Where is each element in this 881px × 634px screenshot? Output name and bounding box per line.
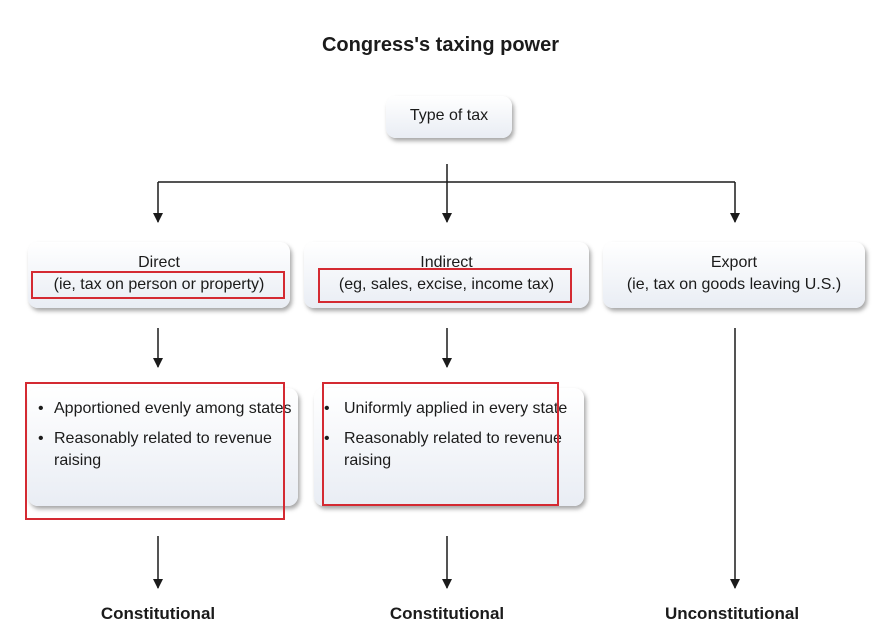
- root-node-type-of-tax: Type of tax: [386, 96, 512, 138]
- requirements-list-indirect: Uniformly applied in every state Reasona…: [314, 398, 584, 472]
- category-detail-export: (ie, tax on goods leaving U.S.): [626, 276, 842, 293]
- result-export: Unconstitutional: [664, 604, 800, 623]
- category-node-export: Export (ie, tax on goods leaving U.S.): [603, 242, 865, 308]
- highlight-indirect-requirements: [322, 382, 559, 506]
- highlight-direct-requirements: [25, 382, 285, 520]
- category-detail-direct: (ie, tax on person or property): [53, 276, 265, 293]
- requirements-node-direct: Apportioned evenly among states Reasonab…: [28, 388, 298, 506]
- requirement-item: Apportioned evenly among states: [28, 398, 298, 420]
- requirements-node-indirect: Uniformly applied in every state Reasona…: [314, 388, 584, 506]
- category-node-indirect: Indirect (eg, sales, excise, income tax): [304, 242, 589, 308]
- requirement-item: Reasonably related to revenue raising: [314, 428, 584, 472]
- result-indirect: Constitutional: [389, 604, 505, 623]
- highlight-direct-detail: [31, 271, 285, 299]
- category-name-export: Export: [710, 254, 758, 271]
- result-direct: Constitutional: [100, 604, 216, 623]
- requirement-item: Uniformly applied in every state: [314, 398, 584, 420]
- highlight-indirect-detail: [318, 268, 572, 303]
- requirements-list-direct: Apportioned evenly among states Reasonab…: [28, 398, 298, 472]
- diagram-title: Congress's taxing power: [321, 34, 560, 56]
- root-node-label: Type of tax: [409, 107, 489, 124]
- category-detail-indirect: (eg, sales, excise, income tax): [338, 276, 555, 293]
- category-name-indirect: Indirect: [420, 254, 473, 271]
- requirement-item: Reasonably related to revenue raising: [28, 428, 298, 472]
- category-name-direct: Direct: [138, 254, 180, 271]
